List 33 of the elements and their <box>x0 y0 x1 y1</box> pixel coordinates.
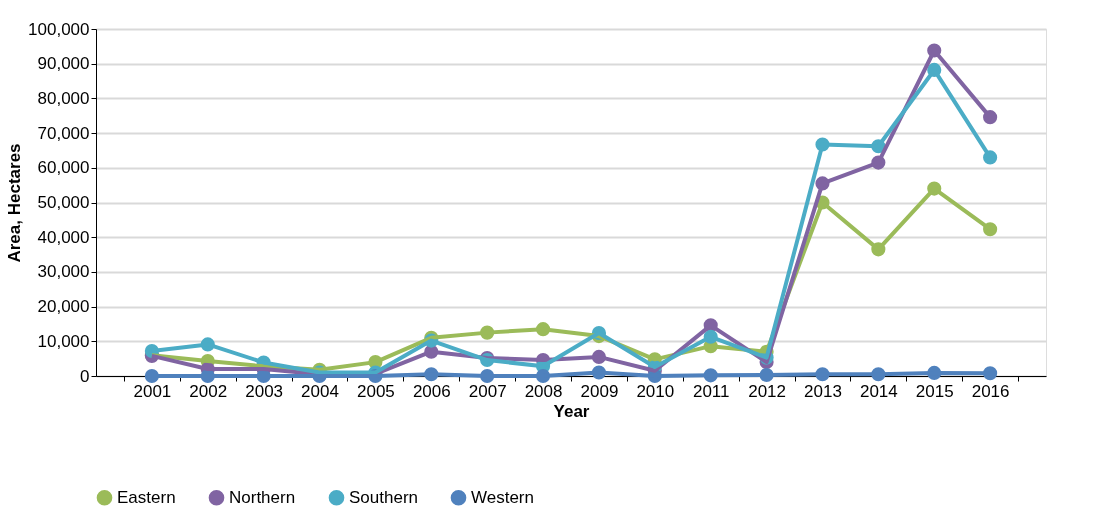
legend-label: Eastern <box>117 487 176 507</box>
x-tick-label: 2002 <box>189 381 228 401</box>
x-tick-label: 2010 <box>636 381 675 401</box>
x-tick-label: 2015 <box>915 381 954 401</box>
x-tick-label: 2005 <box>357 381 395 401</box>
x-tick-label: 2016 <box>971 381 1010 401</box>
x-axis-title: Year <box>553 401 590 421</box>
y-tick-label: 30,000 <box>37 262 90 282</box>
y-tick-label: 10,000 <box>37 331 90 351</box>
x-tick-label: 2014 <box>859 381 898 401</box>
x-tick-label: 2001 <box>133 381 172 401</box>
x-tick-label: 2006 <box>412 381 451 401</box>
y-tick-label: 70,000 <box>37 123 90 143</box>
x-tick-label: 2009 <box>580 381 619 401</box>
x-tick-label: 2008 <box>524 381 563 401</box>
x-tick-label: 2003 <box>245 381 284 401</box>
x-tick-label: 2011 <box>692 381 730 401</box>
y-tick-label: 40,000 <box>37 227 90 247</box>
y-tick-label: 100,000 <box>28 19 90 39</box>
x-tick-label: 2012 <box>748 381 786 401</box>
y-tick-label: 60,000 <box>37 158 90 178</box>
legend-label: Western <box>471 487 534 507</box>
y-tick-label: 20,000 <box>37 297 90 317</box>
legend-label: Northern <box>229 487 296 507</box>
x-tick-label: 2013 <box>804 381 842 401</box>
y-axis-title: Area, Hectares <box>5 143 25 263</box>
legend-label: Southern <box>349 487 418 507</box>
y-tick-label: 90,000 <box>37 54 90 74</box>
y-tick-label: 50,000 <box>37 193 90 212</box>
x-tick-label: 2004 <box>301 381 339 401</box>
x-tick-label: 2007 <box>468 381 507 401</box>
y-tick-label: 0 <box>80 366 90 386</box>
y-tick-label: 80,000 <box>37 88 90 108</box>
